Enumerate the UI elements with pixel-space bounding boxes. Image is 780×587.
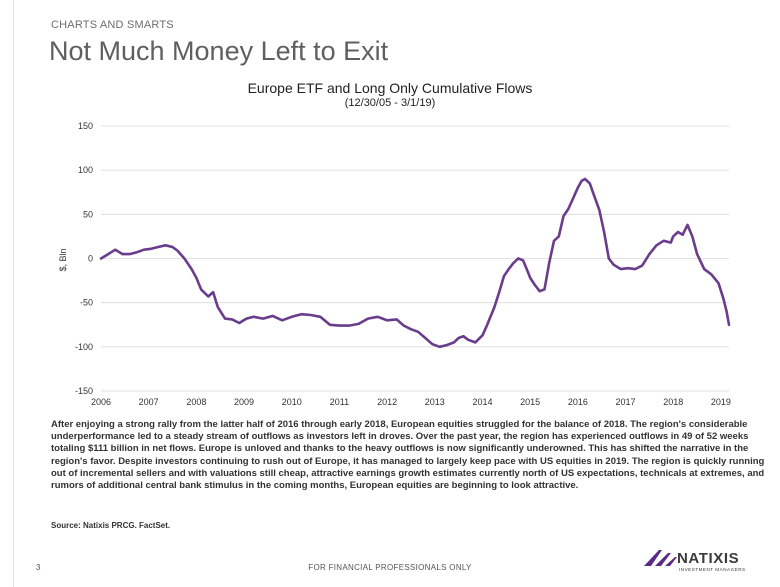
x-tick-label: 2015 bbox=[520, 397, 540, 407]
natixis-logo: NATIXIS INVESTMENT MANAGERS bbox=[643, 545, 763, 577]
chart-subtitle: (12/30/05 - 3/1/19) bbox=[344, 97, 436, 109]
x-tick-label: 2016 bbox=[568, 397, 588, 407]
x-tick-label: 2010 bbox=[282, 397, 302, 407]
y-tick-label: -100 bbox=[75, 342, 93, 352]
x-tick-label: 2008 bbox=[186, 397, 206, 407]
y-tick-label: 50 bbox=[83, 209, 93, 219]
y-tick-label: 150 bbox=[78, 121, 93, 131]
x-tick-label: 2012 bbox=[377, 397, 397, 407]
x-tick-label: 2017 bbox=[616, 397, 636, 407]
x-tick-label: 2007 bbox=[139, 397, 159, 407]
section-label: CHARTS AND SMARTS bbox=[51, 19, 174, 31]
slide-left-rule bbox=[13, 0, 14, 587]
logo-wordmark: NATIXIS bbox=[677, 550, 740, 567]
x-tick-label: 2018 bbox=[663, 397, 683, 407]
x-tick-label: 2019 bbox=[711, 397, 731, 407]
x-tick-label: 2014 bbox=[472, 397, 492, 407]
source-note: Source: Natixis PRCG. FactSet. bbox=[51, 521, 171, 530]
y-tick-label: -50 bbox=[80, 298, 93, 308]
x-tick-label: 2009 bbox=[234, 397, 254, 407]
cumulative-flows-chart: 150 100 50 0 -50 -100 -150 2006 2007 2008 2009 201… bbox=[58, 121, 731, 407]
y-tick-label: -150 bbox=[75, 386, 93, 396]
series-line-0 bbox=[99, 177, 731, 349]
chart-title: Europe ETF and Long Only Cumulative Flow… bbox=[247, 80, 533, 96]
slide-title: Not Much Money Left to Exit bbox=[49, 36, 389, 66]
x-tick-label: 2013 bbox=[425, 397, 445, 407]
y-tick-label: 0 bbox=[88, 254, 93, 264]
x-axis-ticks: 2006 2007 2008 2009 2010 2011 2012 2013 2014 2015… bbox=[91, 397, 731, 407]
commentary-text: After enjoying a strong rally from the l… bbox=[51, 419, 765, 492]
chart-gridlines bbox=[101, 125, 729, 392]
x-tick-label: 2006 bbox=[91, 397, 111, 407]
natixis-wing-icon bbox=[644, 550, 677, 566]
y-axis-ticks: 150 100 50 0 -50 -100 -150 bbox=[75, 121, 93, 396]
logo-tagline: INVESTMENT MANAGERS bbox=[679, 567, 746, 572]
y-axis-label: $, Bln bbox=[58, 248, 68, 271]
chart-series bbox=[99, 177, 731, 349]
footer-disclaimer: FOR FINANCIAL PROFESSIONALS ONLY bbox=[308, 563, 472, 572]
y-tick-label: 100 bbox=[78, 165, 93, 175]
page-number: 3 bbox=[36, 563, 41, 572]
x-tick-label: 2011 bbox=[330, 397, 349, 407]
